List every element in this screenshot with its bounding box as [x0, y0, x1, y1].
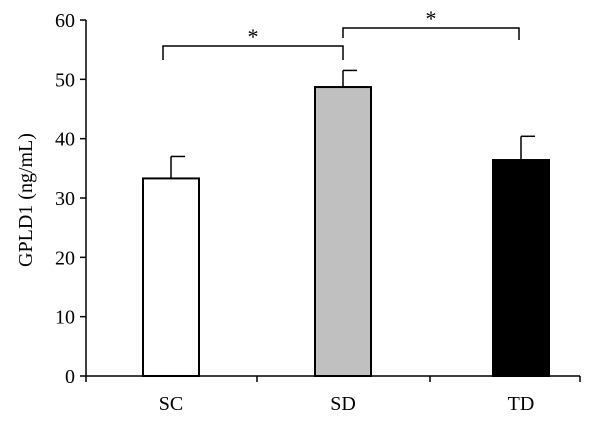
bar-sd: [314, 86, 372, 378]
y-tick-label: 20: [55, 247, 75, 269]
x-tick-label: SD: [330, 393, 356, 415]
y-tick-label: 10: [55, 307, 75, 329]
significance-label: *: [426, 6, 437, 31]
y-axis-label: GPLD1 (ng/mL): [15, 133, 37, 267]
bar-sc: [142, 177, 200, 377]
x-axis: SC SD TD: [85, 375, 581, 415]
y-tick-label: 0: [65, 366, 75, 388]
y-axis: 0 10 20 30 40 50 60: [55, 10, 87, 388]
significance-bracket: [342, 27, 520, 40]
y-tick-label: 60: [55, 10, 75, 32]
y-tick-label: 40: [55, 129, 75, 151]
y-tick-label: 50: [55, 69, 75, 91]
x-tick-label: SC: [159, 393, 183, 415]
bar-td: [492, 159, 550, 377]
significance-brackets: **: [162, 6, 520, 60]
y-tick-label: 30: [55, 188, 75, 210]
significance-bracket: [162, 45, 344, 60]
bars: [142, 69, 550, 378]
x-tick-label: TD: [508, 393, 535, 415]
significance-label: *: [248, 24, 259, 49]
